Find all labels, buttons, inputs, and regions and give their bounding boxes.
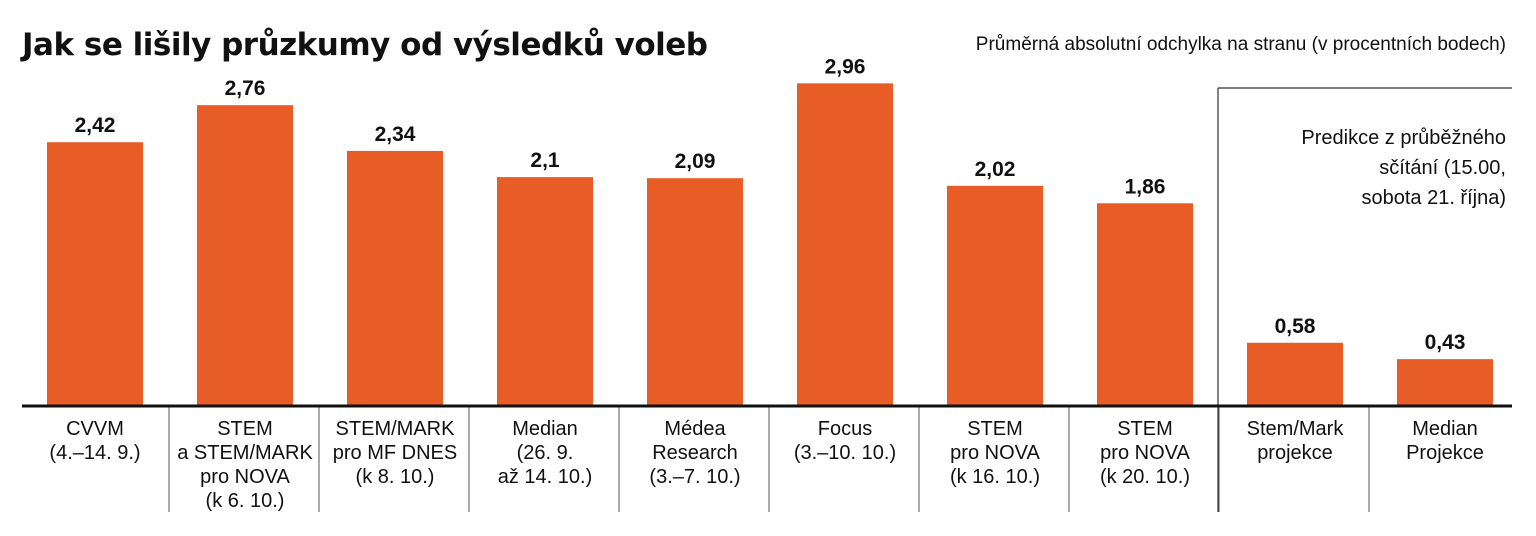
data-label-2: 2,76 xyxy=(225,77,266,100)
category-labels-group: CVVM (4.–14. 9.) STEM a STEM/MARK pro NOVA (k… xyxy=(49,418,1483,512)
category-label-8: STEM pro NOVA (k 20. 10.) xyxy=(1100,418,1191,488)
bar-3 xyxy=(347,150,443,406)
data-label-4: 2,1 xyxy=(530,149,560,172)
bar-7 xyxy=(947,185,1043,406)
category-label-4: Median (26. 9. až 14. 10.) xyxy=(498,418,593,488)
bar-1 xyxy=(47,142,143,406)
data-label-9: 0,58 xyxy=(1275,315,1316,338)
data-label-8: 1,86 xyxy=(1125,175,1166,198)
data-label-10: 0,43 xyxy=(1425,331,1466,354)
bar-4 xyxy=(497,177,593,406)
data-label-7: 2,02 xyxy=(975,158,1016,181)
category-label-7: STEM pro NOVA (k 16. 10.) xyxy=(950,418,1041,488)
bar-10 xyxy=(1397,359,1493,406)
category-label-1: CVVM (4.–14. 9.) xyxy=(49,418,140,464)
data-label-3: 2,34 xyxy=(375,123,416,146)
bar-9 xyxy=(1247,342,1343,406)
category-label-3: STEM/MARK pro MF DNES (k 8. 10.) xyxy=(333,418,457,488)
data-label-1: 2,42 xyxy=(75,114,116,137)
category-label-6: Focus (3.–10. 10.) xyxy=(794,418,896,464)
data-label-6: 2,96 xyxy=(825,55,866,78)
bar-5 xyxy=(647,178,743,406)
value-labels-group: 2,42 2,76 2,34 2,1 2,09 2,96 2,02 1,86 0,58 0,43 xyxy=(75,55,1466,354)
category-label-2: STEM a STEM/MARK pro NOVA (k 6. 10.) xyxy=(177,418,313,512)
category-label-5: Médea Research (3.–7. 10.) xyxy=(649,418,740,488)
prediction-annotation: Predikce z průběžného sčítání (15.00, sobo… xyxy=(1217,87,1512,512)
bar-2 xyxy=(197,105,293,406)
data-label-5: 2,09 xyxy=(675,150,716,173)
bars-group xyxy=(47,83,1493,407)
chart-title: Jak se lišily průzkumy od výsledků voleb xyxy=(20,27,707,63)
bar-6 xyxy=(797,83,893,407)
category-label-10: Median Projekce xyxy=(1406,418,1484,464)
annotation-text: Predikce z průběžného sčítání (15.00, sobo… xyxy=(1301,127,1506,209)
category-label-9: Stem/Mark projekce xyxy=(1247,418,1345,464)
chart-subtitle: Průměrná absolutní odchylka na stranu (v… xyxy=(976,34,1506,55)
separators-group xyxy=(168,406,1370,512)
bar-8 xyxy=(1097,203,1193,406)
